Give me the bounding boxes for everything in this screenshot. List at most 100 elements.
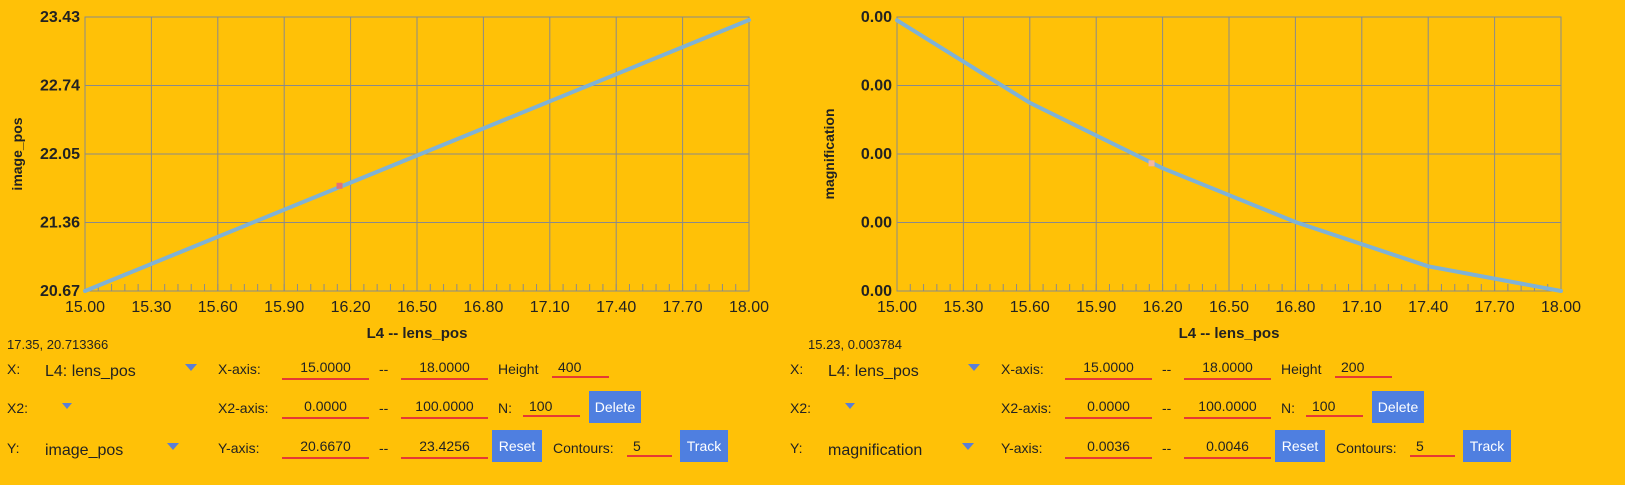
yaxis-min-input[interactable]: 0.0036 <box>1065 437 1152 459</box>
xaxis-max-input[interactable]: 18.0000 <box>1184 358 1271 380</box>
y-select-chevron-down-icon[interactable] <box>167 443 179 450</box>
x-tick-label: 17.40 <box>1408 299 1448 316</box>
x-tick-label: 15.60 <box>198 299 238 316</box>
y-tick-label: 0.00 <box>861 215 892 232</box>
y-tick-label: 0.00 <box>861 283 892 300</box>
height-label: Height <box>498 361 539 377</box>
x-tick-label: 15.00 <box>65 299 105 316</box>
yaxis-label: Y-axis: <box>218 440 260 456</box>
x-tick-label: 16.80 <box>1275 299 1315 316</box>
reset-button[interactable]: Reset <box>1275 430 1325 462</box>
contours-label: Contours: <box>1336 440 1397 456</box>
yaxis-label: Y-axis: <box>1001 440 1043 456</box>
y-axis-label: magnification <box>821 108 837 199</box>
series-line <box>895 18 1563 293</box>
plot-panel-left: 15.00 15.30 15.60 15.90 16.20 16.50 16.80 17.10… <box>0 0 800 485</box>
xaxis-max-input[interactable]: 18.0000 <box>401 358 488 380</box>
x-tick-label: 18.00 <box>1541 299 1581 316</box>
x-tick-label: 15.90 <box>1076 299 1116 316</box>
y-label: Y: <box>7 440 20 456</box>
n-input[interactable]: 100 <box>1306 397 1363 417</box>
x2axis-min-input[interactable]: 0.0000 <box>1065 397 1152 419</box>
xaxis-min-input[interactable]: 15.0000 <box>282 358 369 380</box>
delete-button[interactable]: Delete <box>1372 391 1424 423</box>
y-tick-label: 20.67 <box>40 283 80 300</box>
yaxis-min-input[interactable]: 20.6670 <box>282 437 369 459</box>
range-separator: -- <box>379 400 389 416</box>
x-variable-select[interactable]: L4: lens_pos <box>828 363 919 380</box>
xaxis-min-input[interactable]: 15.0000 <box>1065 358 1152 380</box>
x-tick-label: 17.40 <box>596 299 636 316</box>
y-select-chevron-down-icon[interactable] <box>962 443 974 450</box>
range-separator: -- <box>379 361 389 377</box>
x2axis-max-input[interactable]: 100.0000 <box>401 397 488 419</box>
data-marker <box>336 182 343 189</box>
reset-button[interactable]: Reset <box>492 430 542 462</box>
y-tick-label: 23.43 <box>40 9 80 26</box>
y-tick-label: 21.36 <box>40 215 80 232</box>
height-input[interactable]: 200 <box>1335 358 1392 378</box>
x2axis-label: X2-axis: <box>218 400 269 416</box>
y-axis-label: image_pos <box>9 117 25 190</box>
x2axis-min-input[interactable]: 0.0000 <box>282 397 369 419</box>
n-label: N: <box>498 400 512 416</box>
n-input[interactable]: 100 <box>523 397 580 417</box>
track-button[interactable]: Track <box>680 430 728 462</box>
x-tick-label: 17.70 <box>663 299 703 316</box>
delete-button[interactable]: Delete <box>589 391 641 423</box>
height-input[interactable]: 400 <box>552 358 609 378</box>
yaxis-max-input[interactable]: 23.4256 <box>401 437 488 459</box>
y-tick-label: 22.74 <box>40 78 80 95</box>
x-tick-label: 16.50 <box>397 299 437 316</box>
xaxis-label: X-axis: <box>218 361 261 377</box>
yaxis-max-input[interactable]: 0.0046 <box>1184 437 1271 459</box>
range-separator: -- <box>1162 440 1172 456</box>
height-label: Height <box>1281 361 1322 377</box>
x-select-chevron-down-icon[interactable] <box>185 364 197 371</box>
x-tick-label: 15.00 <box>877 299 917 316</box>
plot-panel-right: 15.00 15.30 15.60 15.90 16.20 16.50 16.80 17.10… <box>790 0 1612 485</box>
track-button[interactable]: Track <box>1463 430 1511 462</box>
x2axis-max-input[interactable]: 100.0000 <box>1184 397 1271 419</box>
range-separator: -- <box>1162 400 1172 416</box>
chart-magnification[interactable]: 15.00 15.30 15.60 15.90 16.20 16.50 16.80 17.10… <box>812 0 1612 342</box>
data-marker <box>1148 160 1155 167</box>
xaxis-label: X-axis: <box>1001 361 1044 377</box>
x-select-chevron-down-icon[interactable] <box>968 364 980 371</box>
range-separator: -- <box>379 440 389 456</box>
x-label: X: <box>7 361 21 377</box>
x2axis-label: X2-axis: <box>1001 400 1052 416</box>
y-variable-select[interactable]: image_pos <box>45 442 124 459</box>
x-tick-label: 15.60 <box>1010 299 1050 316</box>
y-variable-select[interactable]: magnification <box>828 442 923 459</box>
x2-select-chevron-down-icon[interactable] <box>62 403 72 409</box>
x-tick-label: 15.30 <box>131 299 171 316</box>
x-tick-label: 15.30 <box>943 299 983 316</box>
x-tick-label: 16.50 <box>1209 299 1249 316</box>
cursor-coord-readout: 15.23, 0.003784 <box>808 337 902 352</box>
y-tick-label: 0.00 <box>861 9 892 26</box>
scrollbar-gutter <box>1618 0 1625 485</box>
series-line <box>83 18 751 293</box>
x-tick-label: 16.80 <box>463 299 503 316</box>
y-tick-label: 0.00 <box>861 78 892 95</box>
y-tick-label: 0.00 <box>861 146 892 163</box>
x-tick-label: 16.20 <box>1143 299 1183 316</box>
x-axis-label: L4 -- lens_pos <box>1179 325 1280 342</box>
contours-input[interactable]: 5 <box>1410 437 1455 457</box>
x-tick-label: 17.70 <box>1475 299 1515 316</box>
x-tick-label: 18.00 <box>729 299 769 316</box>
x-tick-label: 15.90 <box>264 299 304 316</box>
contours-label: Contours: <box>553 440 614 456</box>
x2-select-chevron-down-icon[interactable] <box>845 403 855 409</box>
x2-label: X2: <box>7 400 29 416</box>
contours-input[interactable]: 5 <box>627 437 672 457</box>
x-variable-select[interactable]: L4: lens_pos <box>45 363 136 380</box>
chart-image-pos[interactable]: 15.00 15.30 15.60 15.90 16.20 16.50 16.80 17.10… <box>0 0 800 342</box>
x-label: X: <box>790 361 804 377</box>
x-axis-label: L4 -- lens_pos <box>367 325 468 342</box>
y-tick-label: 22.05 <box>40 146 80 163</box>
range-separator: -- <box>1162 361 1172 377</box>
x-tick-label: 17.10 <box>530 299 570 316</box>
x2-label: X2: <box>790 400 812 416</box>
